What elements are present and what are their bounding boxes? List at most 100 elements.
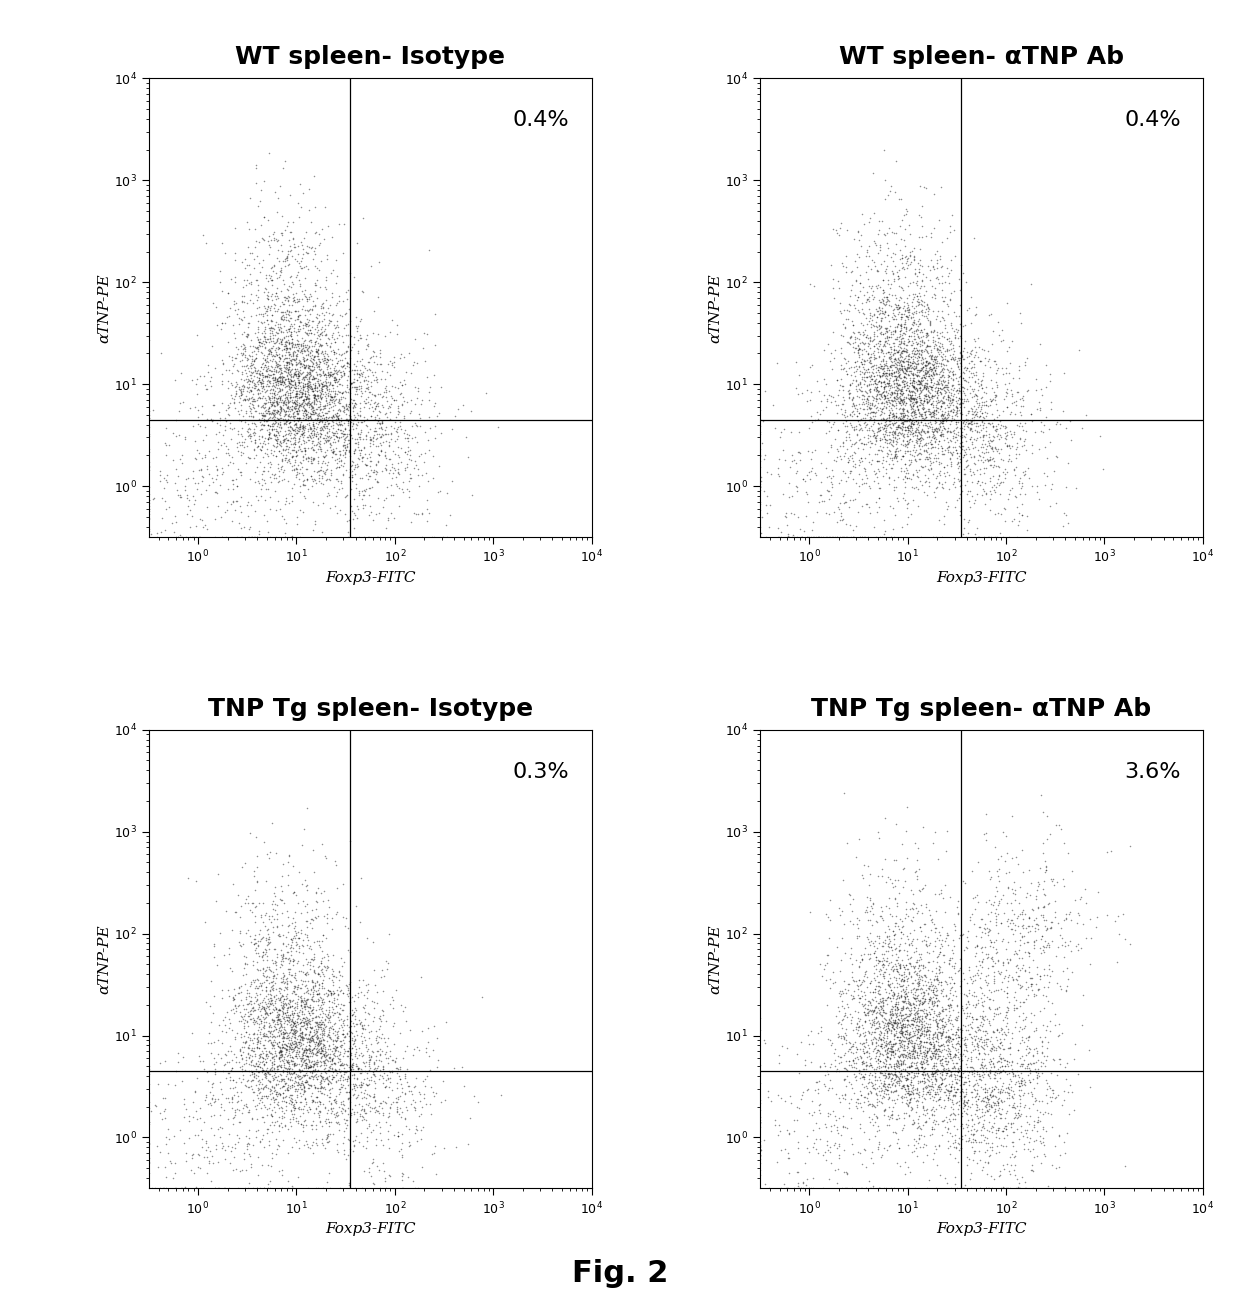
Point [315,845,335,866]
Point [269,323,289,343]
Point [320,1038,340,1059]
Point [954,509,973,530]
Point [1002,392,1022,413]
Point [899,419,919,440]
Point [965,1114,985,1135]
Point [312,1027,332,1047]
Point [901,363,921,384]
Point [244,1000,264,1021]
Point [141,524,161,545]
Point [301,448,321,469]
Point [316,333,336,354]
Point [190,1046,210,1067]
Point [299,336,319,357]
Point [914,384,934,405]
Point [254,415,274,436]
Point [895,358,915,379]
Point [311,389,331,410]
Point [291,1074,311,1094]
Point [900,1057,920,1077]
Point [991,471,1011,492]
Point [243,387,263,407]
Point [882,1104,901,1124]
Point [249,1070,269,1091]
Point [864,461,884,482]
Point [905,1131,925,1152]
Point [1018,883,1038,904]
Point [908,411,928,432]
Point [399,487,419,508]
Point [942,385,962,406]
Point [170,392,190,413]
Point [254,832,274,853]
Point [264,1015,284,1036]
Point [996,1119,1016,1140]
Point [893,1013,913,1034]
Point [1008,957,1028,978]
Point [278,1080,298,1101]
Point [970,414,990,435]
Point [915,471,935,492]
Point [1049,1124,1069,1145]
Point [965,1038,985,1059]
Point [366,345,386,366]
Point [414,1084,434,1105]
Point [309,384,329,405]
Point [275,526,295,547]
Point [976,417,996,438]
Point [272,1046,291,1067]
Point [269,417,289,438]
Point [311,947,331,968]
Point [885,1081,905,1102]
Point [918,330,937,351]
Point [993,1080,1013,1101]
Point [856,1076,875,1097]
Point [940,422,960,443]
Point [847,925,867,946]
Point [861,350,880,371]
Point [904,359,924,380]
Point [862,1054,882,1075]
Point [965,345,985,366]
Point [1028,980,1048,1000]
Point [837,261,857,282]
Point [248,1066,268,1087]
Point [278,980,298,1000]
Point [880,1004,900,1025]
Point [859,362,879,383]
Point [988,980,1008,1000]
Point [232,1104,252,1124]
Point [976,1178,996,1199]
Point [367,423,387,444]
Point [284,473,304,494]
Point [921,419,941,440]
Point [895,1043,915,1064]
Point [306,1012,326,1033]
Point [356,1080,376,1101]
Point [852,448,872,469]
Point [913,421,932,441]
Point [269,1025,289,1046]
Point [899,409,919,430]
Point [883,415,903,436]
Point [863,362,883,383]
Point [273,451,293,471]
Point [393,471,413,492]
Point [267,321,286,342]
Point [239,218,259,239]
Point [946,390,966,411]
Point [810,953,830,974]
Point [893,340,913,360]
Point [301,347,321,368]
Point [939,953,959,974]
Point [317,385,337,406]
Point [784,1178,804,1199]
Point [978,996,998,1017]
Point [197,1147,217,1168]
Point [830,278,849,299]
Point [804,1034,823,1055]
Point [945,973,965,994]
Point [372,360,392,381]
Point [298,409,317,430]
Point [908,1007,928,1028]
